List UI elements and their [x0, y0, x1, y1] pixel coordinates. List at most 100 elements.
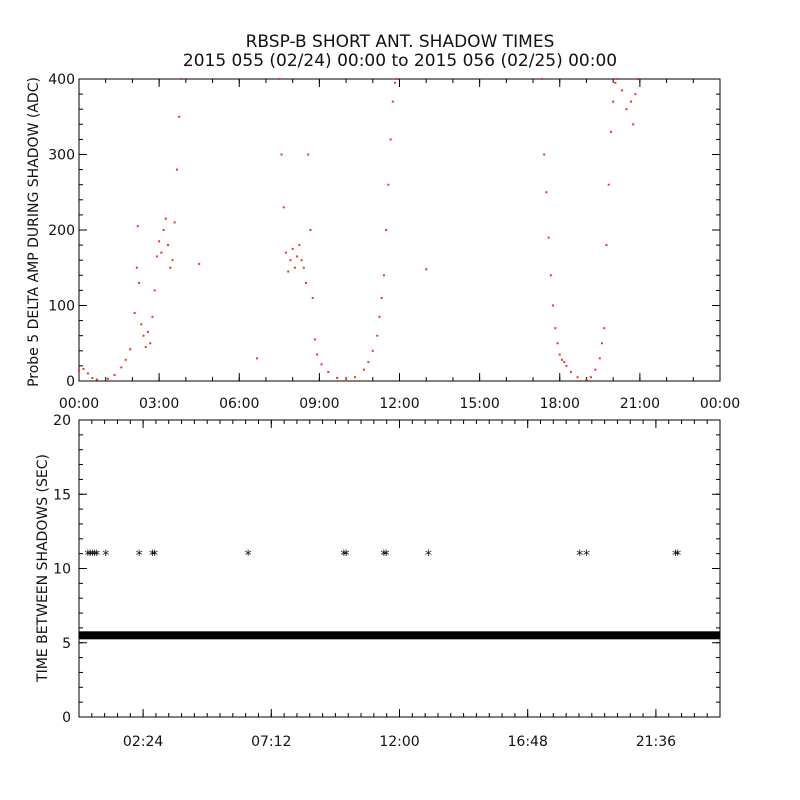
data-point [320, 363, 323, 366]
data-point: * [343, 548, 350, 564]
data-point [313, 338, 316, 341]
data-point [612, 100, 615, 103]
data-point: * [583, 548, 590, 564]
data-point [120, 366, 123, 369]
data-point [336, 376, 339, 379]
baseline-marker-band [79, 631, 720, 640]
data-point: * [383, 548, 390, 564]
data-point [95, 378, 98, 381]
data-point [367, 361, 370, 364]
data-point [634, 93, 637, 96]
top-x-tick-label: 00:00 [59, 396, 99, 412]
data-point [563, 361, 566, 364]
data-point [309, 229, 312, 231]
data-point [629, 100, 632, 103]
top-panel: 00:00 03:00 06:00 09:00 12:00 15:00 18:00 21:00… [26, 72, 740, 412]
data-point [305, 281, 308, 284]
top-x-tick-label: 15:00 [459, 396, 499, 412]
data-point [311, 296, 314, 299]
data-point [171, 259, 174, 262]
data-point [86, 372, 89, 375]
data-point [345, 379, 348, 382]
data-point [396, 78, 399, 80]
data-point [133, 312, 136, 315]
data-point [576, 376, 579, 379]
data-point [113, 373, 116, 376]
data-point [82, 367, 85, 370]
data-point: * [340, 548, 347, 564]
bottom-data-points: ***** * * ** * ** ** * * * ** [84, 548, 681, 564]
data-point [124, 358, 127, 361]
data-point [135, 266, 138, 269]
data-point [543, 153, 546, 156]
top-x-tick-label: 06:00 [219, 396, 259, 412]
bottom-x-tick-label: 16:48 [508, 734, 548, 750]
bottom-x-tick-label: 21:36 [636, 734, 676, 750]
data-point [153, 289, 156, 292]
data-point [609, 130, 612, 133]
top-x-tick-label: 18:00 [540, 396, 580, 412]
data-point [144, 346, 147, 349]
data-point [371, 349, 374, 352]
top-axis-ticks [78, 78, 721, 382]
bottom-y-tick-label: 5 [62, 636, 71, 652]
data-point [598, 357, 601, 360]
top-plot-frame [78, 78, 721, 382]
data-point [552, 304, 555, 307]
data-point: * [136, 548, 143, 564]
top-y-tick-label: 100 [48, 299, 75, 315]
data-point [282, 206, 285, 209]
data-point [425, 268, 428, 271]
bottom-y-axis-label: TIME BETWEEN SHADOWS (SEC) [35, 454, 51, 683]
top-x-tick-labels: 00:00 03:00 06:00 09:00 12:00 15:00 18:00 21:00… [59, 396, 740, 412]
data-point [146, 330, 149, 333]
data-point [296, 255, 299, 258]
data-point [594, 368, 597, 371]
chart-subtitle: 2015 055 (02/24) 00:00 to 2015 056 (02/2… [182, 51, 618, 71]
data-point [560, 358, 563, 361]
data-point [601, 342, 604, 345]
data-point [394, 81, 397, 84]
data-point [391, 100, 394, 103]
top-x-tick-label: 12:00 [379, 396, 419, 412]
data-point [389, 138, 392, 141]
data-point [138, 281, 141, 284]
data-point [160, 251, 163, 254]
data-point [385, 229, 388, 231]
bottom-x-tick-label: 07:12 [251, 734, 291, 750]
bottom-plot-frame [78, 419, 721, 718]
data-point [91, 376, 94, 379]
data-point [380, 296, 383, 299]
data-point: * [576, 548, 583, 564]
data-point [291, 247, 294, 250]
data-point [353, 376, 356, 379]
data-point [616, 78, 619, 80]
data-point [316, 353, 319, 356]
data-point [298, 244, 301, 247]
data-point [376, 334, 379, 337]
top-x-tick-label: 00:00 [700, 396, 740, 412]
top-y-tick-labels: 0 100 200 300 400 [48, 72, 75, 390]
data-point: * [102, 548, 109, 564]
data-point: * [672, 548, 679, 564]
data-point [151, 315, 154, 318]
top-y-tick-label: 0 [66, 374, 75, 390]
data-point [558, 353, 561, 356]
data-point [149, 342, 152, 345]
bottom-y-tick-label: 10 [53, 562, 71, 578]
data-point: * [149, 548, 156, 564]
data-point: * [84, 548, 91, 564]
data-point [173, 221, 176, 224]
bottom-baseline-band [79, 631, 720, 640]
data-point: * [89, 548, 96, 564]
bottom-y-tick-label: 0 [62, 710, 71, 726]
top-y-tick-label: 300 [48, 148, 75, 164]
data-point: * [380, 548, 387, 564]
top-y-axis-label: Probe 5 DELTA AMP DURING SHADOW (ADC) [26, 77, 42, 387]
data-point [178, 115, 181, 118]
data-point [382, 274, 385, 277]
data-point [549, 274, 552, 277]
bottom-x-tick-label: 02:24 [123, 734, 163, 750]
